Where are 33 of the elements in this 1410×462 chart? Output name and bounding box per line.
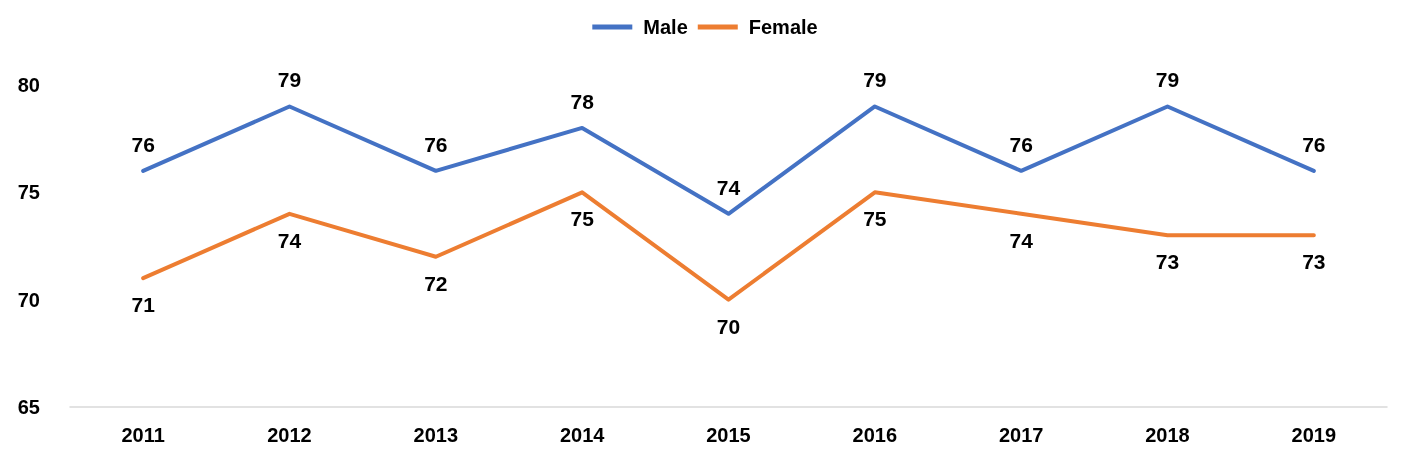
x-tick-label: 2014 (559, 424, 606, 446)
x-tick-label: 2018 (1145, 424, 1190, 446)
x-tick-label: 2017 (998, 424, 1044, 446)
x-tick-label: 2019 (1291, 424, 1337, 446)
x-tick-label: 2013 (413, 424, 459, 446)
data-label: 76 (131, 132, 155, 156)
legend-label: Female (748, 16, 818, 38)
data-label: 71 (131, 293, 156, 317)
data-label: 74 (277, 228, 302, 252)
y-tick-label: 65 (17, 396, 40, 418)
data-label: 76 (1009, 132, 1033, 156)
legend-label: Male (643, 16, 688, 38)
data-label: 79 (277, 68, 302, 92)
y-tick-label: 75 (17, 181, 40, 204)
y-tick-label: 80 (17, 74, 40, 96)
data-label: 74 (1009, 228, 1034, 252)
data-label: 78 (570, 89, 595, 113)
data-label: 75 (570, 207, 595, 231)
data-label: 79 (1155, 68, 1180, 92)
data-label: 76 (1302, 132, 1326, 156)
data-label: 76 (424, 132, 448, 156)
x-tick-label: 2011 (121, 424, 165, 446)
data-label: 74 (716, 175, 741, 199)
x-tick-label: 2016 (852, 424, 898, 446)
y-tick-label: 70 (17, 288, 40, 311)
data-label: 73 (1302, 250, 1326, 274)
data-label: 75 (863, 207, 887, 231)
x-tick-label: 2015 (706, 424, 751, 446)
data-label: 79 (863, 68, 887, 92)
data-label: 73 (1155, 250, 1180, 274)
x-tick-label: 2012 (267, 424, 312, 446)
data-label: 72 (424, 271, 448, 295)
data-label: 70 (716, 314, 741, 338)
